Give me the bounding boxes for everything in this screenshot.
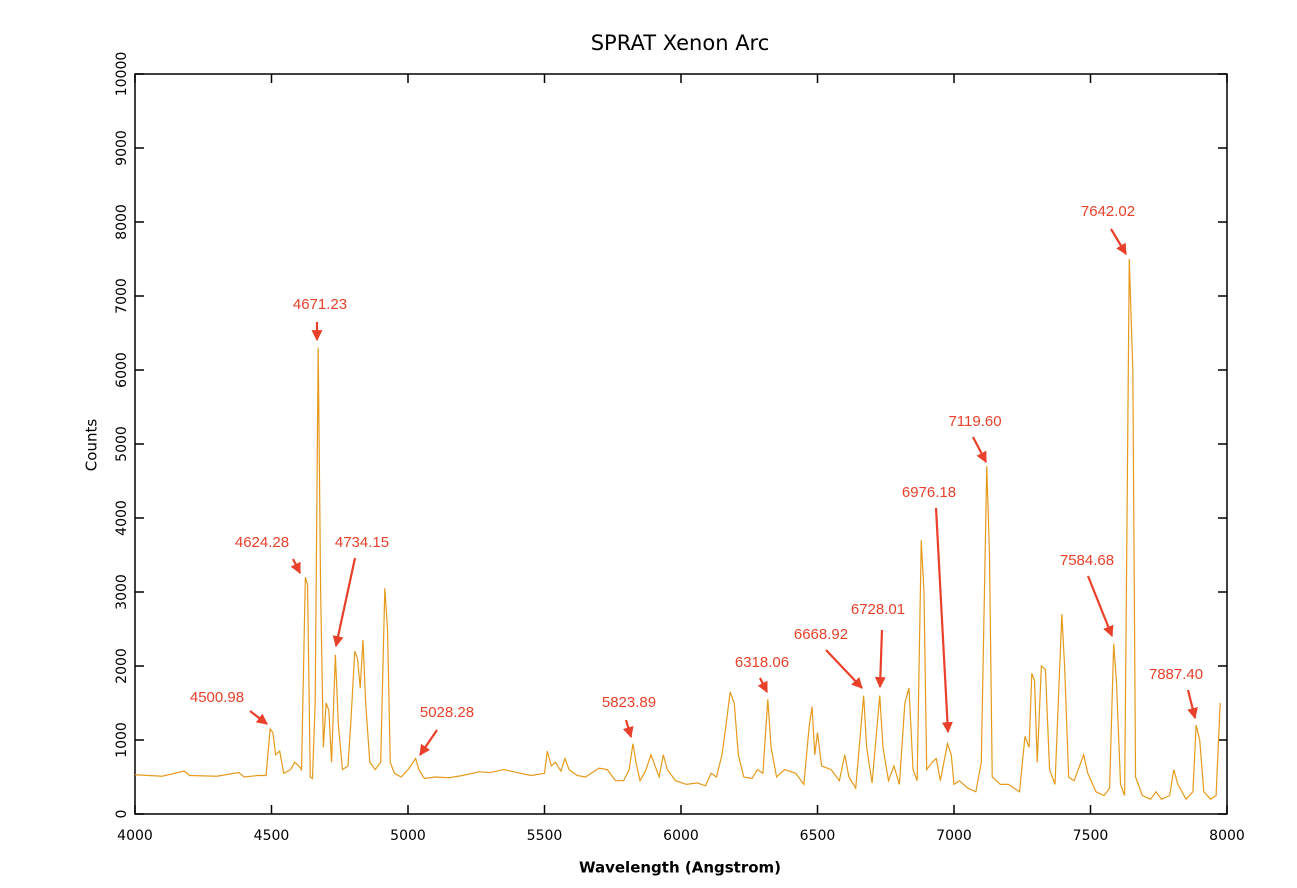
- annotation-label: 4734.15: [335, 534, 389, 551]
- x-tick-label: 4000: [117, 828, 153, 844]
- annotation-label: 5028.28: [420, 704, 474, 721]
- annotation-arrow: [622, 719, 634, 739]
- y-tick-label: 4000: [114, 500, 130, 536]
- x-tick-label: 6500: [800, 828, 836, 844]
- annotation-arrow: [1186, 689, 1198, 720]
- annotation-label: 6668.92: [794, 626, 848, 643]
- x-tick-label: 5000: [390, 828, 426, 844]
- x-axis-label: Wavelength (Angstrom): [579, 859, 781, 877]
- annotation-label: 4671.23: [293, 296, 347, 313]
- y-tick-label: 3000: [114, 574, 130, 610]
- annotation-arrow: [934, 507, 953, 734]
- x-tick-label: 7500: [1073, 828, 1109, 844]
- annotation-label: 6976.18: [902, 484, 956, 501]
- x-tick-label: 6000: [663, 828, 699, 844]
- annotation-arrow: [972, 436, 987, 463]
- annotation-label: 6728.01: [851, 601, 905, 618]
- annotation-arrow: [332, 557, 357, 648]
- annotation-label: 4500.98: [190, 689, 244, 706]
- y-tick-label: 9000: [114, 130, 130, 166]
- annotation-label: 7642.02: [1081, 203, 1135, 220]
- y-tick-label: 7000: [114, 278, 130, 314]
- annotation-label: 7119.60: [948, 413, 1001, 430]
- annotation-arrow: [419, 729, 438, 756]
- annotation-label: 7887.40: [1149, 666, 1203, 683]
- annotation-label: 6318.06: [735, 654, 789, 671]
- y-tick-label: 2000: [114, 648, 130, 684]
- annotation-arrow: [1086, 575, 1114, 638]
- y-tick-label: 1000: [114, 722, 130, 758]
- annotation-label: 7584.68: [1060, 552, 1114, 569]
- annotation-label: 4624.28: [235, 534, 289, 551]
- x-tick-label: 5500: [527, 828, 563, 844]
- plot-frame: [134, 73, 1228, 815]
- y-tick-label: 10000: [114, 52, 130, 97]
- y-tick-label: 5000: [114, 426, 130, 462]
- spectrum-line: [134, 258, 1221, 801]
- y-tick-label: 8000: [114, 204, 130, 240]
- annotation-arrow: [249, 710, 268, 725]
- y-tick-label: 0: [114, 810, 130, 819]
- annotation-arrow: [290, 558, 301, 574]
- annotation-arrow: [1110, 228, 1127, 255]
- annotation-arrow: [825, 649, 863, 689]
- y-tick-label: 6000: [114, 352, 130, 388]
- x-tick-label: 4500: [254, 828, 290, 844]
- chart-title: SPRAT Xenon Arc: [591, 31, 770, 55]
- x-tick-label: 8000: [1209, 828, 1245, 844]
- annotation-arrow: [874, 629, 886, 689]
- y-axis-label: Counts: [83, 419, 101, 472]
- annotation-label: 5823.89: [602, 694, 656, 711]
- x-tick-label: 7000: [936, 828, 972, 844]
- annotation-arrow: [757, 677, 768, 693]
